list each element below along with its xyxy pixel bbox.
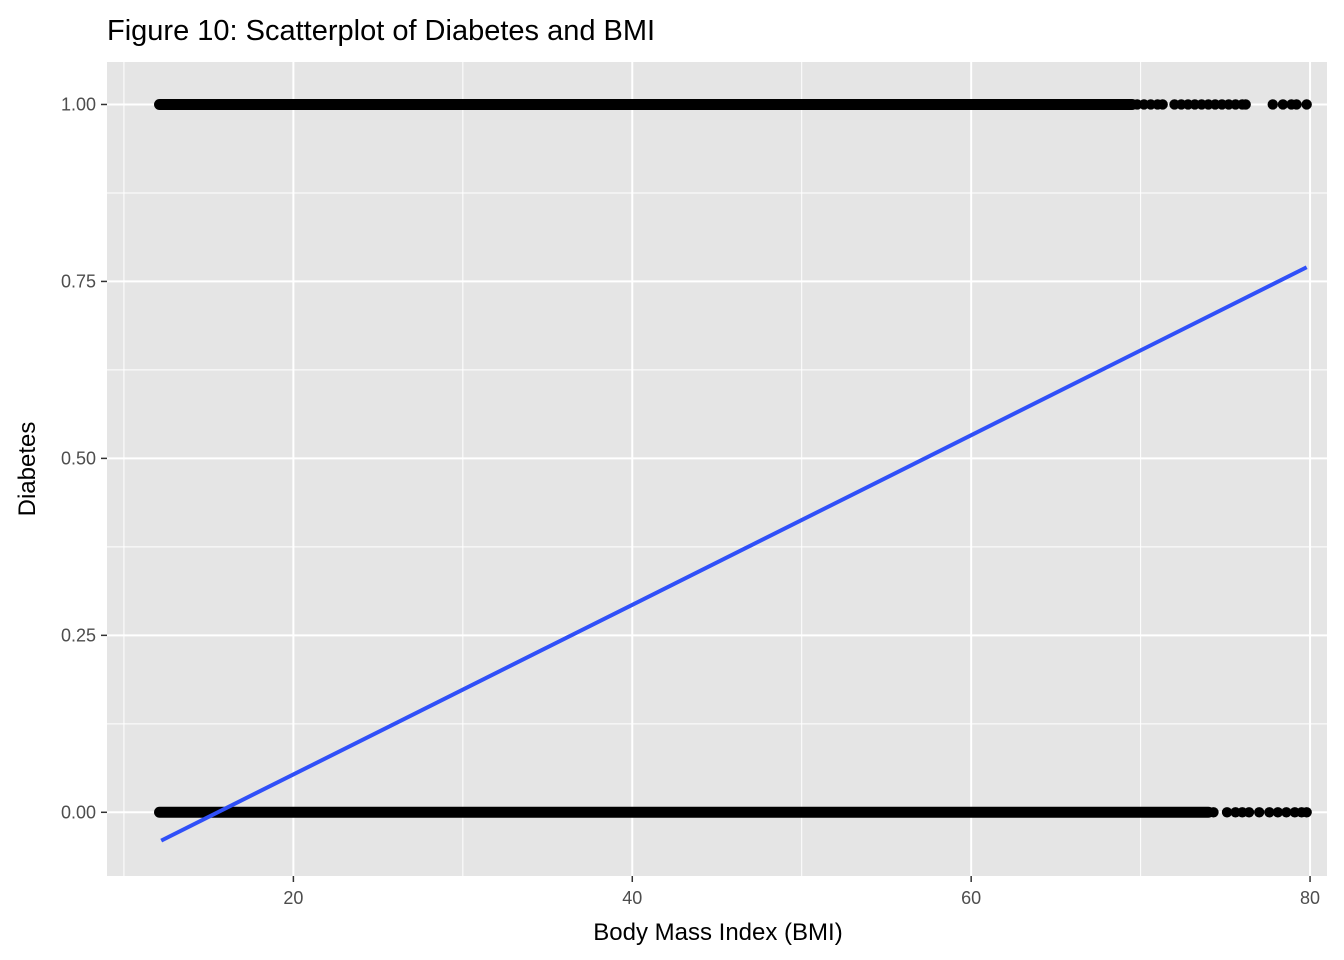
diabetes-0-point (1281, 807, 1292, 818)
y-tick-label: 0.00 (61, 802, 96, 822)
diabetes-0-point (1264, 807, 1275, 818)
y-tick-label: 0.75 (61, 271, 96, 291)
y-axis: 0.00 0.25 0.50 0.75 1.00 (61, 94, 107, 822)
y-axis-title: Diabetes (14, 422, 41, 517)
x-tick-label: 60 (961, 888, 981, 908)
fit-line-group (160, 265, 1308, 843)
points-diabetes-0 (154, 806, 1312, 818)
diabetes-1-point (1240, 99, 1251, 110)
fit-line (160, 265, 1308, 843)
minor-gridlines (107, 62, 1327, 876)
diabetes-0-point (1221, 807, 1233, 818)
chart-title: Figure 10: Scatterplot of Diabetes and B… (107, 15, 655, 47)
y-tick-label: 1.00 (61, 94, 96, 114)
x-axis: 20 40 60 80 (283, 876, 1320, 908)
diabetes-0-point (1208, 807, 1219, 818)
diabetes-0-point (1272, 807, 1284, 818)
diabetes-1-point (1157, 99, 1168, 110)
diabetes-1-point (1277, 99, 1289, 110)
plot-panel (107, 62, 1327, 876)
x-axis-title: Body Mass Index (BMI) (593, 919, 842, 946)
y-tick-label: 0.50 (61, 448, 96, 468)
diabetes-1-point (1301, 99, 1312, 110)
x-tick-label: 20 (283, 888, 303, 908)
diabetes-1-point (1267, 99, 1278, 110)
diabetes-0-point (1301, 807, 1312, 818)
x-tick-label: 80 (1300, 888, 1320, 908)
diabetes-1-point (1291, 99, 1302, 110)
diabetes-0-point (1243, 807, 1255, 818)
y-tick-label: 0.25 (61, 625, 96, 645)
diabetes-0-point (1254, 807, 1265, 818)
x-tick-label: 40 (622, 888, 642, 908)
points-diabetes-1 (154, 98, 1312, 110)
